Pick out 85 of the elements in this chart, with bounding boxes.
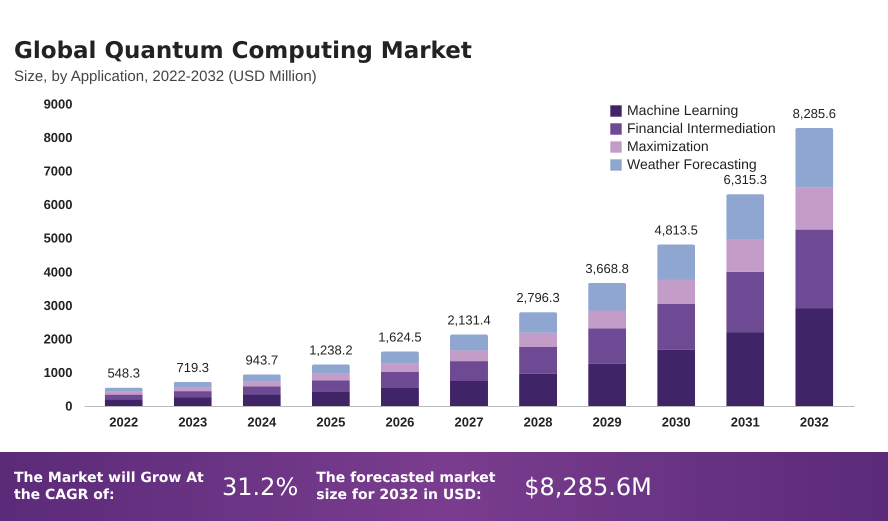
bar [657, 350, 696, 406]
bar [588, 310, 626, 328]
bar [104, 392, 143, 395]
total-label: 2,796.3 [516, 290, 560, 306]
bar [242, 374, 281, 382]
bar [519, 332, 558, 347]
total-label: 719.3 [176, 360, 210, 375]
x-tick-label: 2025 [316, 414, 346, 430]
bar [795, 230, 834, 308]
legend-label: Weather Forecasting [627, 156, 757, 172]
x-tick-label: 2022 [109, 414, 138, 430]
bar [519, 374, 558, 406]
bar [174, 382, 212, 388]
x-tick-label: 2032 [800, 414, 829, 430]
x-tick-label: 2026 [385, 414, 414, 430]
x-tick-label: 2030 [662, 414, 691, 430]
bar [726, 332, 764, 406]
bar [380, 351, 419, 364]
total-label: 3,668.8 [585, 260, 629, 276]
text: The Market will Grow At the CAGR of: [14, 470, 204, 504]
bar [795, 128, 834, 188]
y-tick-label: 1000 [44, 364, 72, 380]
y-tick-label: 8000 [44, 130, 72, 146]
text: The forecasted market size for 2032 in USD: [316, 470, 496, 504]
total-label: 4,813.5 [654, 222, 698, 238]
total-label: 2,131.4 [447, 312, 491, 328]
bar [657, 304, 696, 350]
text: $8,285.6M [524, 472, 652, 500]
y-tick-label: 6000 [44, 197, 72, 212]
x-tick-label: 2029 [592, 414, 622, 430]
bar [312, 374, 350, 380]
bar [174, 387, 212, 392]
total-label: 6,315.3 [724, 172, 767, 188]
y-tick-label: 5000 [44, 230, 72, 246]
bar [795, 308, 834, 406]
chart-title: Global Quantum Computing Market [14, 38, 472, 64]
bar [450, 334, 488, 350]
bar [174, 397, 212, 406]
y-tick-label: 7000 [44, 164, 72, 179]
bar [174, 391, 212, 398]
bar [519, 312, 558, 333]
total-label: 8,285.6 [792, 106, 836, 121]
bar [104, 394, 143, 400]
bar [380, 364, 419, 372]
bar [380, 388, 419, 406]
bar [312, 380, 350, 392]
bar [450, 361, 488, 382]
total-label: 943.7 [246, 352, 278, 368]
y-tick-label: 0 [65, 398, 72, 414]
bar [519, 346, 558, 374]
bar [312, 364, 350, 374]
bar [242, 382, 281, 386]
bar [242, 386, 281, 394]
x-tick-label: 2024 [247, 414, 278, 430]
bar [795, 187, 834, 230]
text: 31.2% [222, 472, 298, 500]
bar [726, 272, 764, 332]
legend-label: Machine Learning [627, 102, 738, 118]
x-tick-label: 2023 [178, 414, 208, 430]
bar [312, 392, 350, 406]
total-label: 1,238.2 [309, 342, 353, 358]
total-label: 548.3 [107, 366, 140, 381]
bar [588, 364, 626, 406]
total-label: 1,624.5 [378, 329, 422, 344]
y-tick-label: 2000 [44, 331, 72, 346]
chart-subtitle: Size, by Application, 2022-2032 (USD Million) [14, 68, 317, 85]
y-tick-label: 9000 [44, 96, 72, 112]
y-tick-label: 3000 [44, 298, 72, 313]
bar [588, 282, 626, 310]
bar [726, 194, 764, 240]
bar [726, 240, 764, 272]
x-tick-label: 2031 [730, 414, 760, 430]
bar [588, 328, 626, 364]
x-tick-label: 2028 [524, 414, 553, 430]
y-tick-label: 4000 [44, 264, 72, 280]
bar [450, 381, 488, 406]
bar [104, 399, 143, 406]
legend-label: Financial Intermediation [627, 120, 776, 136]
bar [242, 394, 281, 406]
bar [657, 279, 696, 304]
bar [657, 244, 696, 280]
x-tick-label: 2027 [454, 414, 484, 430]
bar [380, 372, 419, 388]
bar [450, 350, 488, 362]
legend-label: Maximization [627, 138, 709, 154]
